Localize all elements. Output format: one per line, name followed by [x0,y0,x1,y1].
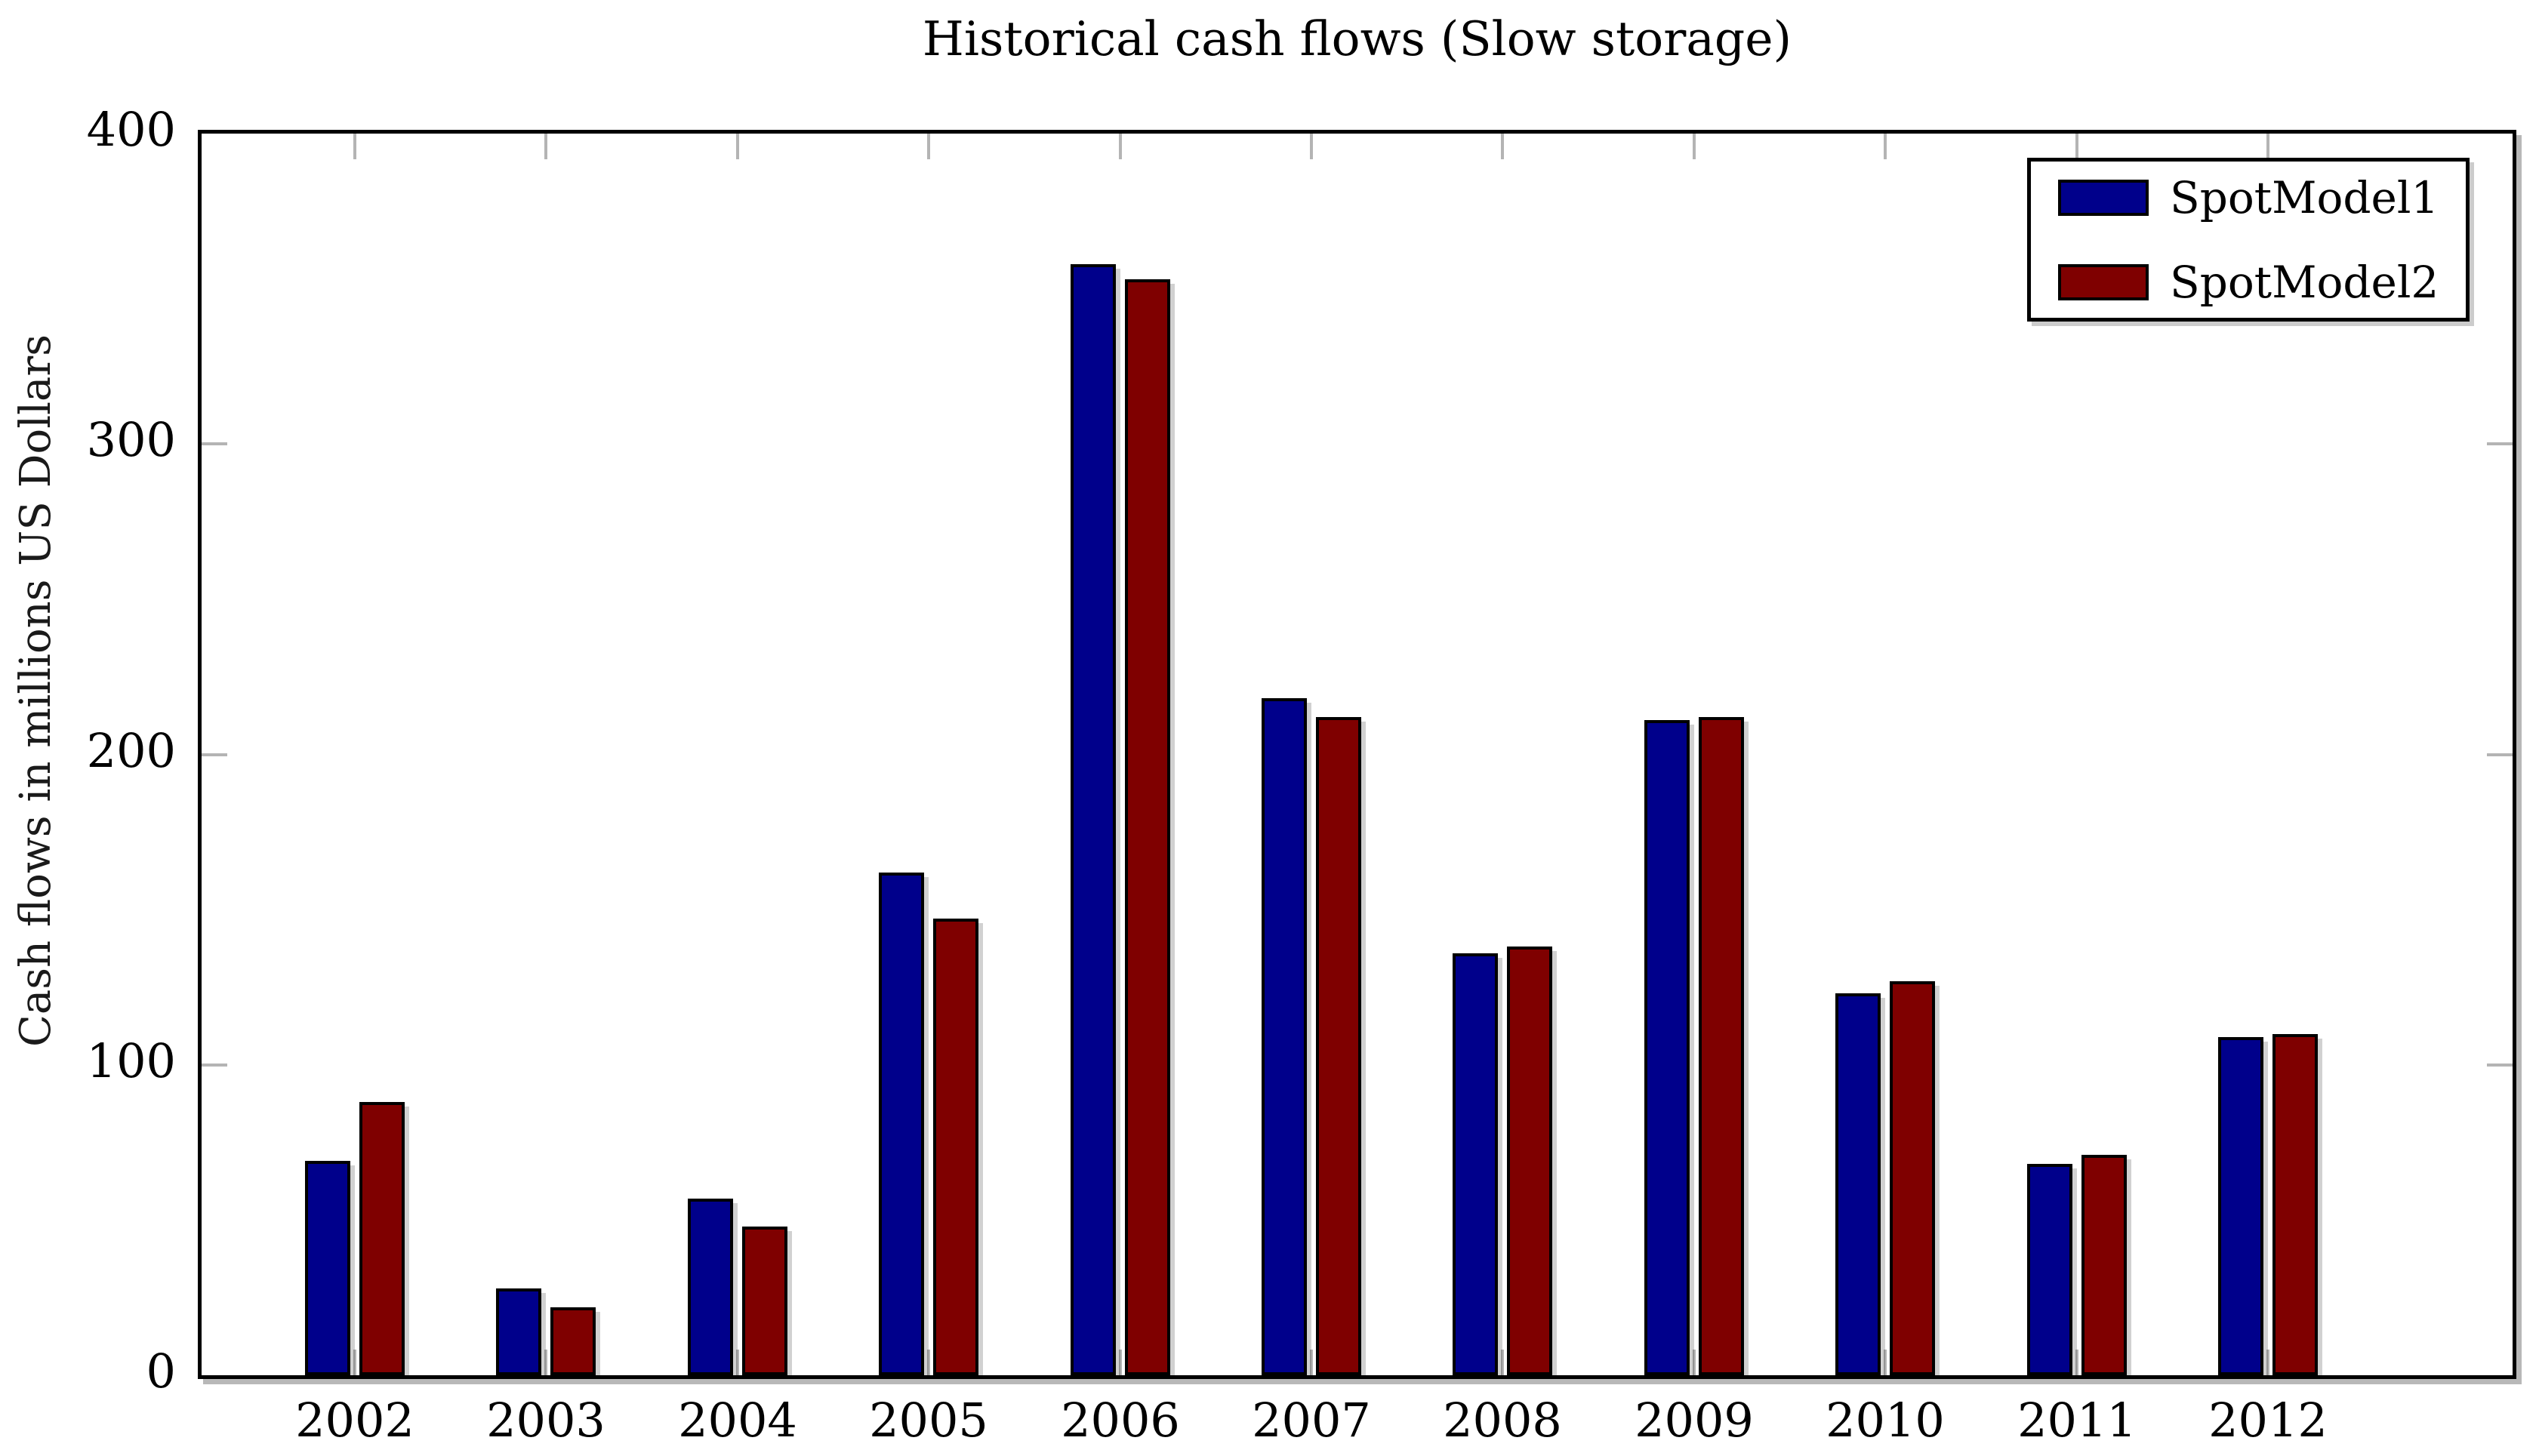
y-axis-tick-left [202,753,227,756]
y-axis-tick-right [2487,442,2513,445]
legend-swatch-spotmodel2 [2058,263,2149,300]
x-axis-tick-top [1693,134,1696,159]
legend-row-spotmodel1: SpotModel1 [2058,176,2466,220]
x-axis-tick-bottom [353,1350,356,1375]
plot-area [198,130,2516,1379]
bar-2005-spotmodel1 [879,873,924,1375]
bar-2003-spotmodel1 [496,1288,541,1375]
bar-2006-spotmodel1 [1071,264,1116,1375]
x-tick-label-2012: 2012 [2208,1393,2328,1448]
x-tick-label-2006: 2006 [1061,1393,1180,1448]
legend-label-spotmodel2: SpotModel2 [2170,256,2439,308]
bar-2006-spotmodel2 [1125,279,1170,1375]
bar-2011-spotmodel1 [2027,1164,2072,1375]
bar-2009-spotmodel1 [1644,720,1690,1375]
x-axis-tick-bottom [1693,1350,1696,1375]
x-axis-tick-bottom [927,1350,930,1375]
x-axis-tick-top [1501,134,1504,159]
y-tick-label-200: 200 [86,723,176,778]
legend: SpotModel1 SpotModel2 [2027,158,2470,322]
bar-2002-spotmodel2 [359,1102,405,1375]
x-axis-tick-top [736,134,739,159]
x-axis-tick-top [927,134,930,159]
y-axis-tick-left [202,442,227,445]
bar-2012-spotmodel2 [2272,1034,2318,1375]
chart-title: Historical cash flows (Slow storage) [922,11,1792,66]
x-axis-tick-bottom [736,1350,739,1375]
x-axis-tick-bottom [1310,1350,1313,1375]
x-axis-tick-top [1884,134,1887,159]
x-axis-tick-bottom [544,1350,547,1375]
x-axis-tick-bottom [2266,1350,2269,1375]
y-axis-tick-right [2487,753,2513,756]
bar-2007-spotmodel1 [1262,698,1307,1375]
bar-2010-spotmodel1 [1835,993,1881,1375]
plot-inner [202,134,2513,1375]
legend-swatch-spotmodel1 [2058,179,2149,216]
bar-2008-spotmodel1 [1453,953,1498,1375]
x-tick-label-2008: 2008 [1443,1393,1562,1448]
y-axis-tick-left [202,1064,227,1067]
x-axis-tick-top [2075,134,2078,159]
x-tick-label-2009: 2009 [1635,1393,1754,1448]
bar-2008-spotmodel2 [1507,947,1552,1375]
bar-2012-spotmodel1 [2218,1037,2263,1375]
bar-2004-spotmodel2 [742,1227,787,1375]
bar-2011-spotmodel2 [2081,1155,2127,1375]
x-tick-label-2010: 2010 [1826,1393,1945,1448]
x-tick-label-2002: 2002 [295,1393,414,1448]
x-tick-label-2003: 2003 [486,1393,605,1448]
bar-2007-spotmodel2 [1316,717,1361,1375]
x-axis-tick-top [544,134,547,159]
x-tick-label-2005: 2005 [869,1393,988,1448]
bar-2003-spotmodel2 [550,1307,596,1375]
x-axis-tick-top [1119,134,1122,159]
x-axis-tick-bottom [1119,1350,1122,1375]
bar-2004-spotmodel1 [688,1199,733,1375]
bar-2002-spotmodel1 [305,1161,350,1375]
x-tick-label-2007: 2007 [1252,1393,1371,1448]
x-axis-tick-bottom [2075,1350,2078,1375]
x-axis-tick-top [2266,134,2269,159]
legend-label-spotmodel1: SpotModel1 [2170,171,2439,223]
legend-row-spotmodel2: SpotModel2 [2058,260,2466,304]
y-tick-label-100: 100 [86,1033,176,1088]
bar-2009-spotmodel2 [1699,717,1744,1375]
y-tick-label-0: 0 [146,1344,176,1399]
y-axis-tick-right [2487,1064,2513,1067]
x-axis-tick-bottom [1884,1350,1887,1375]
bar-2010-spotmodel2 [1890,981,1935,1375]
x-axis-tick-bottom [1501,1350,1504,1375]
x-tick-label-2004: 2004 [678,1393,797,1448]
x-tick-label-2011: 2011 [2017,1393,2137,1448]
bar-2005-spotmodel2 [933,919,978,1375]
y-tick-label-400: 400 [86,102,176,157]
y-tick-label-300: 300 [86,412,176,467]
x-axis-tick-top [1310,134,1313,159]
x-axis-tick-top [353,134,356,159]
